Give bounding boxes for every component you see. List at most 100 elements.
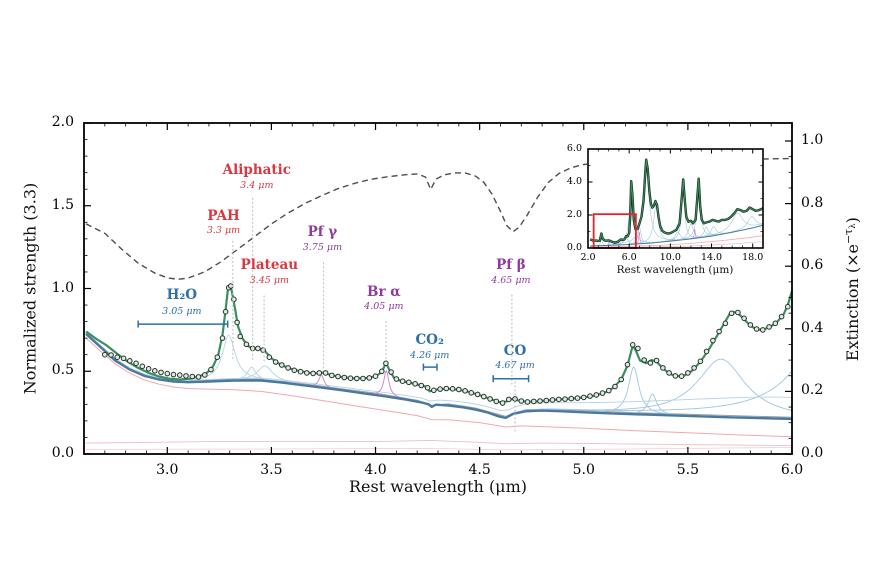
data-point: [347, 375, 354, 382]
data-point: [341, 374, 348, 381]
data-point: [524, 399, 531, 405]
data-point: [297, 368, 304, 375]
inset-y-tick-label: 2.0: [566, 208, 582, 220]
data-point: [379, 368, 385, 375]
data-point: [237, 333, 243, 340]
data-point: [468, 390, 475, 396]
series-extinction-curve: [85, 157, 793, 281]
data-point: [531, 398, 537, 405]
data-point: [243, 341, 250, 348]
series-pink-secondary: [86, 439, 793, 447]
data-point: [120, 355, 127, 362]
data-point: [474, 391, 481, 398]
data-point: [778, 313, 785, 320]
data-point: [772, 320, 779, 327]
feature-component-3: [583, 366, 684, 416]
data-point: [152, 368, 158, 374]
annotation-sublabel-pf-beta: 4.65 μm: [491, 275, 531, 287]
data-point: [753, 326, 760, 332]
data-point: [291, 367, 298, 374]
data-point: [549, 397, 556, 403]
series-observed-points: [102, 283, 791, 406]
data-point: [766, 324, 772, 330]
y-right-tick-label: 1.0: [801, 132, 824, 148]
annotation-label-pah: PAH: [207, 208, 240, 225]
data-point: [641, 357, 648, 363]
inset-y-tick-label: 0.0: [566, 241, 582, 253]
data-point: [177, 372, 183, 378]
annotation-span-co: [492, 375, 530, 383]
data-point: [424, 385, 431, 391]
y-left-tick-label: 1.5: [51, 196, 74, 213]
data-point: [208, 366, 214, 373]
data-point: [481, 393, 487, 400]
data-point: [697, 358, 704, 365]
feature-component-5: [487, 358, 793, 418]
annotation-label-h2o: H₂O: [166, 286, 198, 303]
annotation-span-h2o: [137, 320, 229, 328]
x-tick-label: 4.5: [468, 462, 491, 478]
data-point: [728, 310, 735, 317]
data-point: [418, 382, 425, 389]
y-left-tick-label: 1.0: [51, 279, 74, 296]
data-point: [255, 345, 261, 352]
x-tick-label: 5.0: [572, 462, 595, 478]
data-point: [672, 373, 679, 379]
annotation-label-br-alpha: Br α: [367, 283, 401, 300]
data-point: [366, 375, 373, 381]
data-point: [456, 386, 462, 393]
data-point: [102, 351, 108, 358]
data-point: [493, 398, 500, 405]
y-right-tick-label: 0.0: [801, 445, 824, 461]
data-point: [660, 365, 666, 371]
inset-x-tick-label: 14.0: [700, 252, 723, 263]
data-point: [449, 386, 456, 392]
inset-x-tick-label: 6.0: [621, 252, 637, 263]
data-point: [506, 396, 512, 403]
data-point: [629, 342, 636, 348]
data-point: [431, 387, 437, 394]
inset-y-tick-label: 6.0: [566, 142, 582, 154]
annotation-sublabel-aliphatic: 3.4 μm: [240, 179, 274, 191]
data-point: [647, 360, 654, 366]
data-point: [354, 375, 360, 382]
y-left-tick-label: 0.0: [51, 445, 74, 461]
data-point: [703, 348, 710, 355]
data-point: [214, 354, 221, 361]
y-left-tick-label: 0.5: [51, 362, 74, 379]
data-point: [785, 303, 791, 310]
annotation-label-pf-beta: Pf β: [496, 256, 526, 273]
data-point: [606, 387, 612, 394]
data-point: [399, 378, 406, 385]
annotation-sublabel-co: 4.67 μm: [495, 359, 535, 371]
data-point: [587, 393, 593, 399]
inset-x-tick-label: 18.0: [742, 252, 764, 263]
data-point: [678, 373, 685, 380]
data-point: [710, 337, 716, 344]
data-point: [406, 379, 412, 386]
data-point: [219, 335, 226, 341]
annotation-span-co2: [422, 363, 438, 371]
data-point: [562, 396, 568, 402]
data-point: [599, 390, 606, 396]
x-tick-label: 5.5: [676, 462, 699, 478]
annotation-sublabel-pf-gamma: 3.75 μm: [302, 241, 343, 253]
data-point: [462, 388, 468, 394]
data-point: [189, 373, 196, 380]
data-point: [443, 385, 450, 392]
data-point: [666, 370, 672, 376]
inset-x-axis-title: Rest wavelength (μm): [616, 264, 734, 276]
data-point: [316, 370, 323, 376]
inset-x-tick-label: 10.0: [659, 252, 681, 263]
annotation-sublabel-h2o: 3.05 μm: [162, 305, 202, 317]
x-tick-label: 3.0: [156, 462, 179, 478]
annotation-sublabel-pah: 3.3 μm: [206, 224, 241, 236]
annotation-sublabel-plateau: 3.45 μm: [249, 275, 289, 287]
data-point: [393, 376, 400, 382]
data-point: [322, 370, 329, 376]
data-point: [285, 365, 291, 371]
data-point: [329, 372, 335, 379]
data-point: [158, 369, 164, 376]
data-point: [127, 358, 133, 364]
